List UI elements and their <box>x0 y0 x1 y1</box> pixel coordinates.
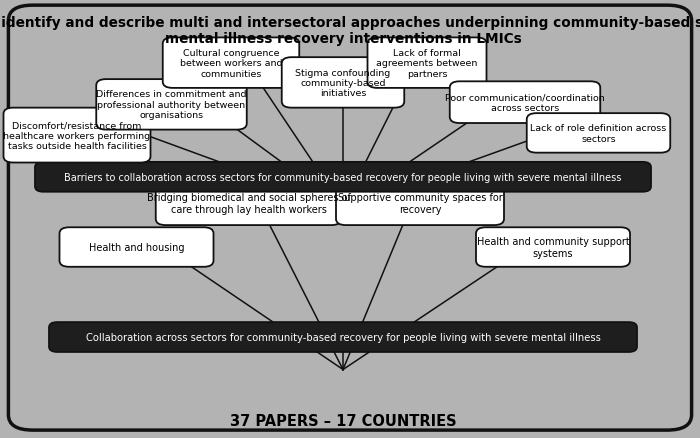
FancyBboxPatch shape <box>155 182 342 226</box>
FancyBboxPatch shape <box>449 82 601 124</box>
Text: Stigma confounding
community-based
initiatives: Stigma confounding community-based initi… <box>295 68 391 98</box>
FancyBboxPatch shape <box>162 39 300 88</box>
Text: Health and community support
systems: Health and community support systems <box>477 237 629 258</box>
Text: Supportive community spaces for
recovery: Supportive community spaces for recovery <box>337 193 503 215</box>
Text: Aim: To identify and describe multi and intersectoral approaches underpinning co: Aim: To identify and describe multi and … <box>0 16 700 46</box>
Text: Collaboration across sectors for community-based recovery for people living with: Collaboration across sectors for communi… <box>85 332 601 342</box>
Text: Differences in commitment and
professional authority between
organisations: Differences in commitment and profession… <box>97 90 246 120</box>
FancyBboxPatch shape <box>368 39 486 88</box>
Text: Lack of role definition across
sectors: Lack of role definition across sectors <box>531 124 666 143</box>
Text: Health and housing: Health and housing <box>89 243 184 252</box>
Text: Discomfort/resistance from
healthcare workers performing
tasks outside health fa: Discomfort/resistance from healthcare wo… <box>4 121 150 151</box>
FancyBboxPatch shape <box>60 228 213 267</box>
FancyBboxPatch shape <box>49 322 637 352</box>
FancyBboxPatch shape <box>281 58 405 108</box>
FancyBboxPatch shape <box>476 228 630 267</box>
Text: Barriers to collaboration across sectors for community-based recovery for people: Barriers to collaboration across sectors… <box>64 173 622 182</box>
FancyBboxPatch shape <box>35 162 651 192</box>
Text: Bridging biomedical and social spheres of
care through lay health workers: Bridging biomedical and social spheres o… <box>146 193 351 215</box>
Text: Lack of formal
agreements between
partners: Lack of formal agreements between partne… <box>377 49 477 78</box>
Text: 37 PAPERS – 17 COUNTRIES: 37 PAPERS – 17 COUNTRIES <box>230 413 456 428</box>
FancyBboxPatch shape <box>526 114 671 153</box>
FancyBboxPatch shape <box>4 109 150 163</box>
FancyBboxPatch shape <box>97 80 247 131</box>
FancyBboxPatch shape <box>336 182 504 226</box>
Text: Cultural congruence
between workers and
communities: Cultural congruence between workers and … <box>180 49 282 78</box>
Text: Poor communication/coordination
across sectors: Poor communication/coordination across s… <box>445 93 605 113</box>
FancyBboxPatch shape <box>8 6 692 430</box>
